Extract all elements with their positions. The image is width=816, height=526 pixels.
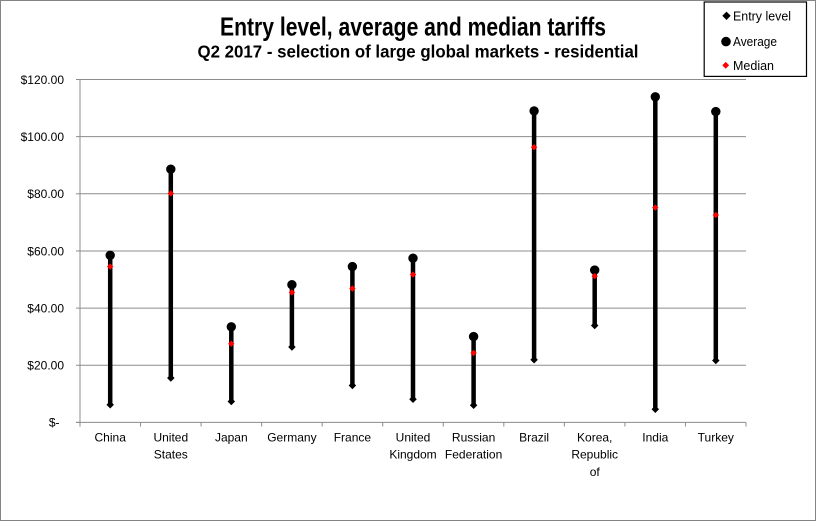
svg-text:$20.00: $20.00: [27, 359, 64, 373]
svg-text:Russian: Russian: [452, 431, 495, 445]
svg-text:India: India: [642, 431, 668, 445]
svg-text:$80.00: $80.00: [27, 187, 64, 201]
svg-text:of: of: [590, 465, 601, 479]
svg-text:$-: $-: [49, 416, 60, 430]
svg-text:Entry level: Entry level: [733, 9, 791, 23]
svg-text:$60.00: $60.00: [27, 244, 64, 258]
svg-text:$100.00: $100.00: [21, 130, 65, 144]
svg-text:States: States: [154, 448, 188, 462]
svg-text:$40.00: $40.00: [27, 301, 64, 315]
svg-text:Japan: Japan: [215, 431, 248, 445]
svg-text:Average: Average: [733, 35, 777, 49]
svg-text:Median: Median: [733, 59, 774, 73]
svg-text:Kingdom: Kingdom: [389, 448, 436, 462]
svg-text:Republic: Republic: [571, 448, 618, 462]
svg-text:Turkey: Turkey: [698, 431, 734, 445]
svg-text:$120.00: $120.00: [21, 73, 65, 87]
svg-text:China: China: [95, 431, 127, 445]
svg-text:Q2 2017 - selection of large g: Q2 2017 - selection of large global mark…: [198, 41, 639, 61]
svg-text:France: France: [334, 431, 372, 445]
svg-text:Entry level, average and media: Entry level, average and median tariffs: [220, 12, 606, 42]
svg-text:Germany: Germany: [267, 431, 316, 445]
svg-text:United: United: [396, 431, 431, 445]
svg-text:United: United: [153, 431, 188, 445]
svg-text:Korea,: Korea,: [577, 431, 612, 445]
svg-text:Federation: Federation: [445, 448, 502, 462]
svg-text:Brazil: Brazil: [519, 431, 549, 445]
